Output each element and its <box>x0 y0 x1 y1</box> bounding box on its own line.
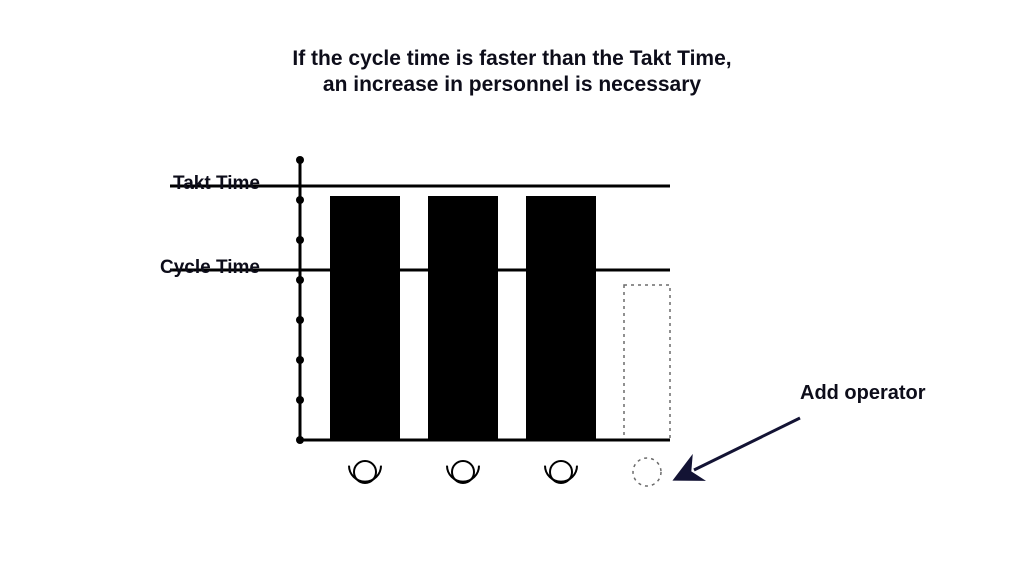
bar-1 <box>330 196 400 440</box>
operator-1-inner <box>354 461 376 483</box>
operator-2-inner <box>452 461 474 483</box>
y-tick-5 <box>296 356 304 364</box>
annotation-arrow <box>694 418 800 470</box>
chart-svg <box>0 0 1024 576</box>
y-tick-4 <box>296 316 304 324</box>
label-takt-time: Takt Time <box>0 173 260 195</box>
operator-3-inner <box>550 461 572 483</box>
y-tick-6 <box>296 396 304 404</box>
label-cycle-time: Cycle Time <box>0 257 260 279</box>
operator-placeholder <box>633 458 661 486</box>
annotation-add-operator: Add operator <box>800 382 926 405</box>
figure-canvas: If the cycle time is faster than the Tak… <box>0 0 1024 576</box>
bar-3 <box>526 196 596 440</box>
y-tick-0 <box>296 156 304 164</box>
chart-content <box>170 156 800 486</box>
bar-2 <box>428 196 498 440</box>
y-tick-2 <box>296 236 304 244</box>
y-tick-1 <box>296 196 304 204</box>
placeholder-bar <box>624 285 670 440</box>
y-tick-3 <box>296 276 304 284</box>
